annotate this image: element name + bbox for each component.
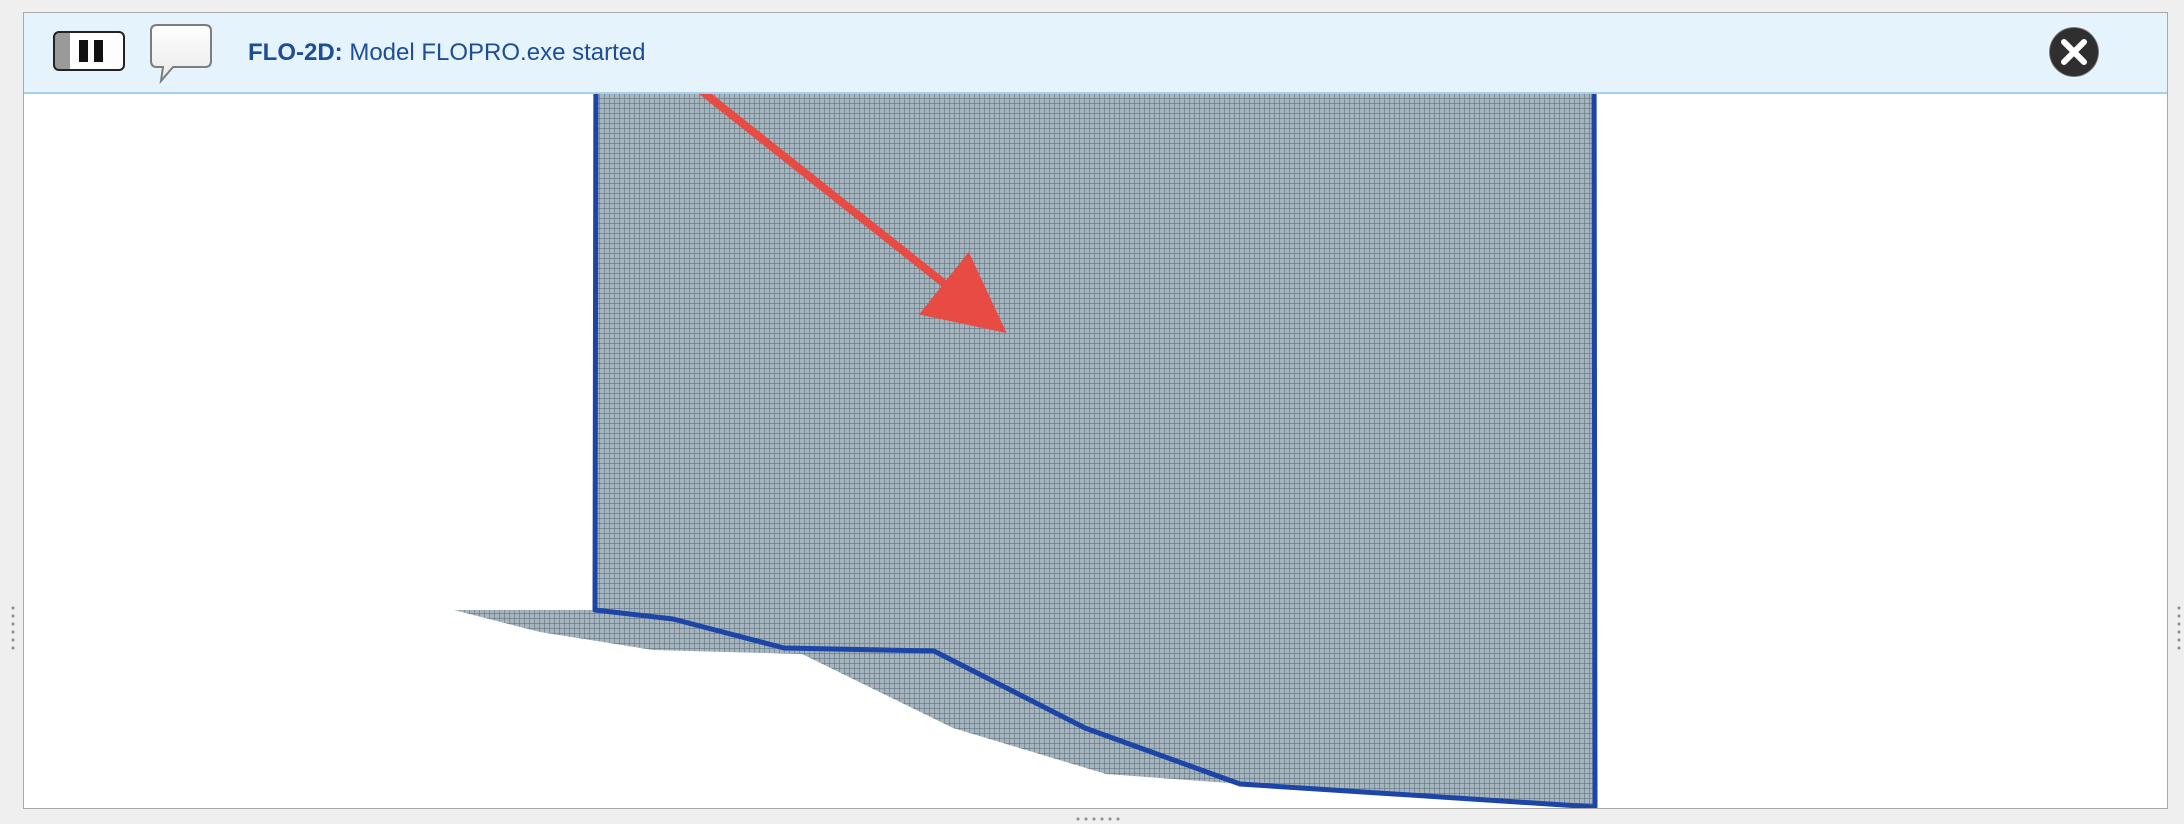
mesh-boundary [592, 13, 1598, 808]
grid-mesh [454, 13, 1598, 808]
close-circle-icon [2048, 26, 2100, 78]
message-title: FLO-2D: [248, 39, 343, 66]
mesh-polygon [454, 13, 1595, 807]
bottom-resize-grip[interactable] [1074, 817, 1126, 821]
pause-button[interactable] [53, 31, 125, 71]
right-resize-grip[interactable] [2177, 604, 2181, 656]
close-button[interactable] [2047, 25, 2101, 79]
message-bar: FLO-2D: Model FLOPRO.exe started [24, 13, 2167, 94]
map-canvas[interactable]: FLO-2D: Model FLOPRO.exe started [23, 12, 2168, 809]
annotation-arrow [670, 65, 1007, 333]
status-message: FLO-2D: Model FLOPRO.exe started [248, 41, 645, 65]
speech-bubble-icon [150, 24, 212, 85]
message-body: Model FLOPRO.exe started [349, 39, 646, 66]
speech-bubble-button[interactable] [149, 23, 213, 85]
left-resize-grip[interactable] [11, 604, 15, 656]
